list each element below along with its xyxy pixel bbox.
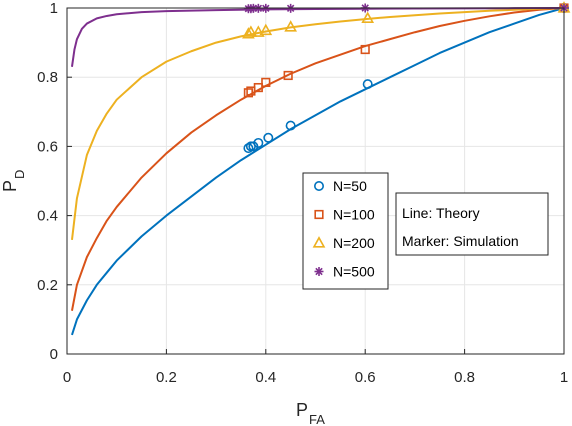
legend-marker-n-100	[314, 209, 324, 220]
legend-label-n-100: N=100	[333, 207, 375, 223]
theory-line-n-100	[70, 7, 565, 311]
y-tick-label: 0.6	[37, 138, 58, 155]
simulation-marker-n-50	[243, 143, 254, 154]
x-tick-label: 0.4	[255, 369, 276, 386]
legend-label-n-200: N=200	[333, 235, 375, 251]
annotation-frame	[395, 192, 549, 256]
legend-label-n-50: N=50	[333, 178, 367, 194]
simulation-marker-n-200	[242, 27, 255, 39]
y-tick-label: 0.8	[37, 69, 58, 86]
legend: N=50 N=100 N=200 N=500	[302, 172, 389, 290]
theory-line-n-200	[70, 7, 565, 240]
simulation-marker-n-100	[261, 77, 271, 87]
simulation-marker-n-100	[253, 82, 263, 93]
simulation-marker-n-100	[360, 44, 370, 55]
annotation-line-1: Line: Theory	[402, 205, 480, 221]
simulation-marker-n-50	[263, 132, 274, 143]
legend-label-n-500: N=500	[333, 264, 375, 280]
theory-line-n-50	[71, 7, 565, 336]
simulation-marker-n-200	[251, 25, 265, 37]
x-tick-label: 0	[63, 369, 71, 386]
grid-lines	[66, 7, 565, 355]
simulation-marker-n-50	[253, 137, 264, 148]
y-tick-label: 0	[50, 346, 58, 363]
x-axis-ticks: 0 0.2 0.4 0.6 0.8 1	[63, 349, 568, 386]
legend-marker-n-200	[312, 236, 326, 248]
svg-text:P: P	[0, 180, 20, 192]
simulation-marker-n-200	[259, 23, 273, 36]
simulation-marker-n-100	[243, 88, 254, 98]
x-tick-label: 0.6	[355, 369, 376, 386]
legend-marker-n-50	[313, 181, 324, 192]
simulation-marker-n-200	[244, 25, 258, 37]
y-tick-label: 0.2	[37, 277, 58, 294]
legend-marker-n-500	[314, 267, 324, 276]
simulation-marker-n-50	[285, 120, 296, 131]
simulation-marker-n-50	[362, 79, 373, 90]
svg-text:D: D	[12, 170, 27, 179]
simulation-marker-n-200	[284, 20, 298, 32]
y-axis-ticks: 0 0.2 0.4 0.6 0.8 1	[37, 0, 72, 363]
y-tick-label: 0.4	[37, 208, 58, 225]
x-tick-label: 0.8	[454, 369, 475, 386]
x-axis-label-subscript: FA	[309, 412, 325, 426]
x-tick-label: 1	[560, 369, 568, 386]
x-axis-label: P	[296, 400, 308, 420]
annotation-box: Line: Theory Marker: Simulation	[395, 192, 549, 256]
y-axis-label: P D	[0, 170, 27, 192]
y-tick-label: 1	[50, 0, 58, 17]
x-tick-label: 0.2	[156, 369, 177, 386]
plot-area-frame	[66, 7, 565, 355]
annotation-line-2: Marker: Simulation	[402, 233, 519, 249]
simulation-marker-n-200	[361, 11, 375, 23]
simulation-marker-n-100	[283, 70, 293, 81]
